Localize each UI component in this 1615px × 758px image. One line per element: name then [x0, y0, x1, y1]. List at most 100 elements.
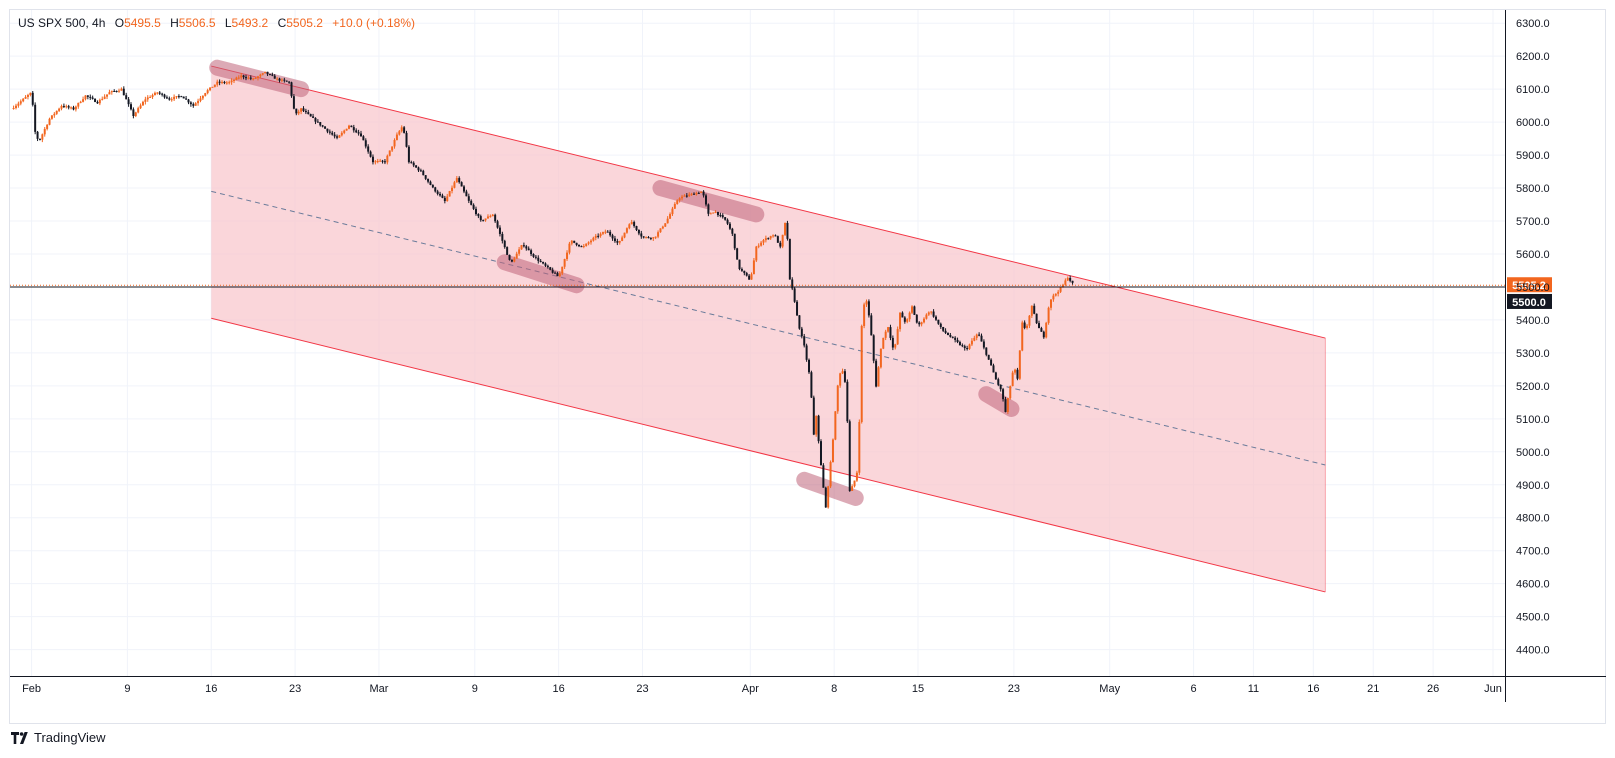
- candle-body: [359, 133, 362, 137]
- candle-body: [197, 100, 200, 104]
- candle-body: [642, 236, 645, 238]
- candle-body: [918, 322, 921, 325]
- candle-body: [29, 92, 32, 96]
- y-tick-label: 6100.0: [1516, 84, 1550, 96]
- candle-body: [606, 231, 609, 233]
- candle-body: [704, 195, 707, 205]
- x-tick-label: May: [1099, 683, 1120, 695]
- candle-body: [664, 223, 667, 227]
- candle-body: [17, 103, 20, 106]
- candle-body: [369, 151, 372, 157]
- candle-body: [927, 312, 930, 315]
- candle-body: [939, 323, 942, 328]
- candle-body: [67, 106, 70, 108]
- candle-body: [295, 108, 298, 114]
- candle-body: [616, 241, 619, 243]
- y-tick-label: 5400.0: [1516, 315, 1550, 327]
- candle-body: [218, 81, 221, 83]
- candle-body: [659, 228, 662, 233]
- candle-body: [41, 134, 44, 140]
- candle-body: [673, 203, 676, 209]
- candle-body: [324, 126, 327, 129]
- candle-body: [410, 162, 413, 164]
- candle-body: [319, 122, 322, 126]
- candle-body: [669, 214, 672, 219]
- candle-body: [458, 178, 461, 183]
- candle-body: [448, 191, 451, 197]
- candle-body: [292, 96, 295, 109]
- tradingview-branding[interactable]: TradingView: [11, 730, 106, 745]
- candle-body: [400, 127, 403, 132]
- candle-body: [582, 245, 585, 247]
- candle-body: [278, 78, 281, 81]
- candle-body: [259, 74, 262, 77]
- candle-body: [453, 182, 456, 188]
- candle-body: [314, 117, 317, 122]
- candle-body: [709, 213, 712, 215]
- candle-body: [894, 344, 897, 348]
- candle-body: [398, 131, 401, 135]
- candle-body: [326, 128, 329, 132]
- candle-body: [31, 92, 34, 105]
- candle-body: [994, 372, 997, 380]
- candle-body: [1016, 369, 1019, 379]
- candle-body: [407, 146, 410, 163]
- candle-body: [26, 95, 29, 97]
- candle-body: [391, 146, 394, 151]
- candle-body: [745, 273, 748, 276]
- candle-body: [48, 118, 51, 125]
- candle-body: [592, 237, 595, 241]
- candle-body: [578, 244, 581, 247]
- y-tick-label: 5500.0: [1516, 282, 1550, 294]
- candle-body: [690, 193, 693, 195]
- candle-body: [134, 112, 137, 117]
- candle-body: [494, 214, 497, 222]
- candle-body: [630, 222, 633, 225]
- candle-body: [362, 136, 365, 141]
- candle-body: [367, 146, 370, 152]
- candle-body: [676, 200, 679, 204]
- candle-body: [805, 345, 808, 360]
- candle-body: [405, 132, 408, 147]
- symbol-name[interactable]: US SPX 500, 4h: [18, 16, 106, 30]
- candle-body: [748, 275, 751, 280]
- candle-body: [968, 344, 971, 349]
- candle-body: [74, 106, 77, 110]
- brand-name: TradingView: [34, 730, 106, 745]
- candle-body: [683, 195, 686, 197]
- candle-body: [731, 228, 734, 234]
- candle-body: [848, 421, 851, 491]
- candle-body: [546, 265, 549, 268]
- candle-body: [393, 139, 396, 147]
- candle-body: [544, 263, 547, 266]
- candle-body: [146, 97, 149, 100]
- candle-body: [338, 135, 341, 138]
- candle-body: [970, 340, 973, 345]
- candle-body: [168, 98, 171, 100]
- candle-body: [769, 236, 772, 239]
- candle-body: [94, 98, 97, 102]
- candle-body: [623, 232, 626, 238]
- candle-body: [530, 250, 533, 255]
- x-tick-label: 23: [1008, 683, 1020, 695]
- candle-body: [872, 335, 875, 361]
- candle-body: [307, 112, 310, 115]
- candle-body: [1014, 369, 1017, 373]
- regression-channel[interactable]: [211, 65, 1326, 593]
- candle-body: [647, 237, 650, 239]
- candle-body: [645, 237, 648, 239]
- candle-body: [43, 128, 46, 135]
- candle-body: [472, 204, 475, 209]
- candle-body: [985, 347, 988, 355]
- candle-body: [302, 108, 305, 111]
- candle-body: [812, 397, 815, 435]
- candle-body: [417, 167, 420, 171]
- x-tick-label: 21: [1367, 683, 1379, 695]
- candle-body: [601, 232, 604, 234]
- touch-highlight: [496, 254, 585, 294]
- candle-body: [77, 102, 80, 107]
- candle-body: [14, 105, 17, 109]
- candle-body: [436, 191, 439, 194]
